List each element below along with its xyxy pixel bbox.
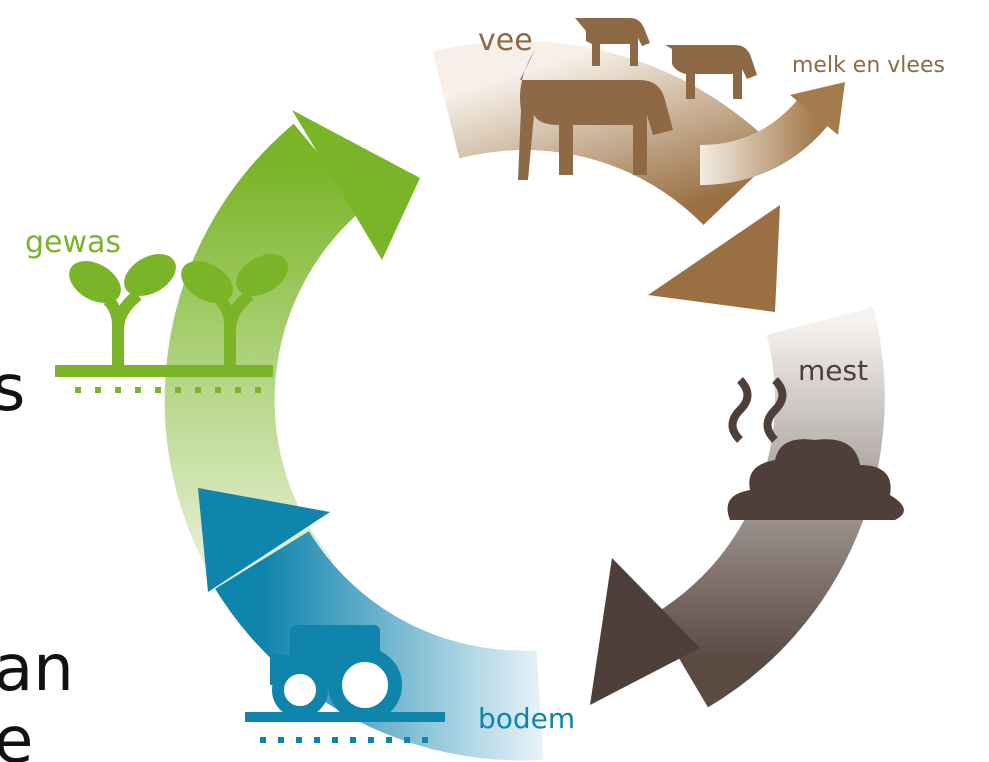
- background-text: s: [0, 352, 25, 426]
- node-label: vee: [478, 23, 533, 58]
- ring-center: [275, 150, 775, 650]
- node-label: gewas: [25, 225, 121, 260]
- background-text: e: [0, 704, 33, 762]
- node-label: melk en vlees: [792, 53, 945, 78]
- background-text: an: [0, 632, 74, 706]
- cycle-diagram: vee melk en vlees mest bodem gewas s an …: [0, 0, 989, 762]
- node-label: bodem: [478, 702, 575, 735]
- node-label: mest: [798, 354, 868, 387]
